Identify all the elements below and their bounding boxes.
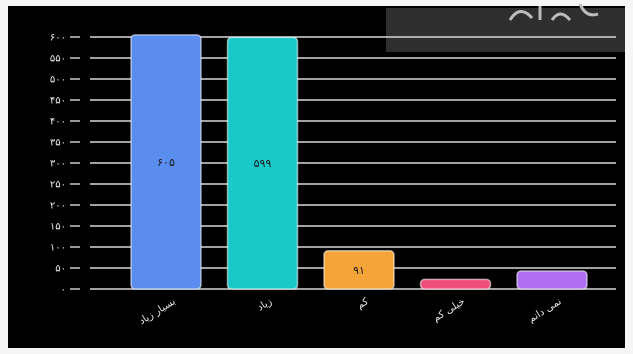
y-tick-label: ۱۰۰ xyxy=(50,243,66,254)
bar xyxy=(323,250,395,290)
y-tick-label: ۴۰۰ xyxy=(50,117,66,128)
y-tick-label: ۳۵۰ xyxy=(50,138,66,149)
x-tick-label: بسیار زیاد xyxy=(137,296,178,327)
bar xyxy=(226,36,299,290)
watermark-logo xyxy=(508,3,599,22)
bar-value-label: ۵۹۹ xyxy=(254,157,272,170)
data-labels: ۶۰۵ ۵۹۹ ۹۱ xyxy=(157,156,365,277)
y-tick-label: ۳۰۰ xyxy=(50,159,66,170)
y-tick-label: ۱۵۰ xyxy=(50,222,66,233)
bar-value-label: ۶۰۵ xyxy=(157,156,175,169)
y-tick-label: ۲۵۰ xyxy=(50,180,66,191)
bar-value-label: ۹۱ xyxy=(353,264,365,277)
y-tick-label: ۵۵۰ xyxy=(50,54,66,65)
x-tick-label: کم xyxy=(355,296,371,312)
y-axis-ticks: ۰ ۵۰ ۱۰۰ ۱۵۰ ۲۰۰ ۲۵۰ ۳۰۰ ۳۵۰ ۴۰۰ ۴۵۰ ۵۰۰ ۵۵۰ ۶۰۰ xyxy=(50,33,80,296)
bar xyxy=(130,34,202,290)
chart-background xyxy=(8,6,625,348)
y-tick-label: ۲۰۰ xyxy=(50,201,66,212)
x-axis-labels: بسیار زیاد زیاد کم خیلی کم نمی دانم xyxy=(137,296,564,327)
y-tick-label: ۶۰۰ xyxy=(50,33,66,44)
y-tick-label: ۵۰۰ xyxy=(50,75,66,86)
bars xyxy=(130,34,588,290)
y-tick-label: ۴۵۰ xyxy=(50,96,66,107)
y-tick-label: ۰ xyxy=(61,285,66,296)
bar xyxy=(516,270,588,290)
x-tick-label: خیلی کم xyxy=(431,296,467,324)
bar xyxy=(419,278,492,290)
y-tick-label: ۵۰ xyxy=(55,264,66,275)
x-tick-label: زیاد xyxy=(255,296,274,313)
x-tick-label: نمی دانم xyxy=(527,296,564,325)
